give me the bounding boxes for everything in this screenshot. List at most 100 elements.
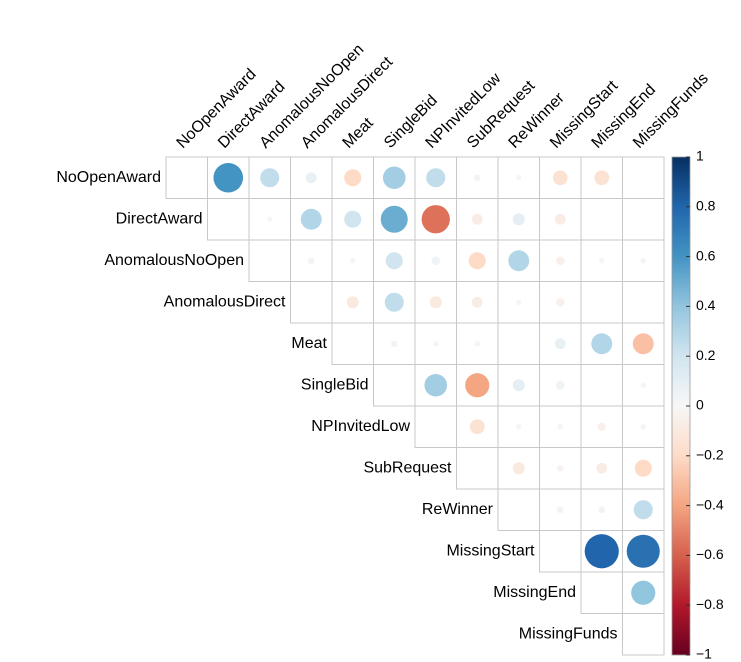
colorbar-tick-label: 0.2	[696, 347, 716, 363]
cell	[165, 156, 208, 199]
corr-circle	[307, 257, 315, 265]
cell	[497, 322, 540, 365]
corr-circle	[421, 205, 450, 234]
corr-circle	[469, 419, 485, 435]
corr-circle	[512, 213, 525, 226]
corr-circle	[300, 208, 322, 230]
cell	[622, 156, 665, 199]
row-label: MissingEnd	[493, 584, 576, 601]
corr-circle	[350, 258, 356, 264]
corr-circle	[555, 256, 565, 266]
cell	[414, 405, 457, 448]
corr-circle	[640, 258, 646, 264]
corr-circle	[640, 424, 646, 430]
cell	[373, 364, 416, 407]
column-label: MissingFunds	[630, 70, 712, 152]
corr-circle	[555, 380, 565, 390]
corr-circle	[474, 341, 480, 347]
corr-circle	[346, 296, 359, 309]
cell	[290, 281, 333, 324]
corr-circle	[380, 205, 408, 233]
cell	[580, 571, 623, 614]
colorbar-tick-label: 0	[696, 397, 704, 413]
corr-circle	[344, 210, 362, 228]
row-label: MissingStart	[446, 542, 535, 559]
cell	[456, 447, 499, 490]
corr-circle	[640, 382, 646, 388]
cell	[497, 488, 540, 531]
corr-circle	[471, 296, 483, 308]
corr-circle	[584, 534, 619, 569]
corr-circle	[552, 170, 568, 186]
corr-circle	[305, 172, 317, 184]
corr-circle	[465, 373, 490, 398]
corr-circle	[598, 506, 606, 514]
row-label: AnomalousDirect	[164, 293, 286, 310]
colorbar-tick-label: −1	[696, 646, 712, 662]
corr-circle	[594, 170, 610, 186]
corr-circle	[631, 580, 656, 605]
corr-circle	[429, 296, 442, 309]
corr-circle	[433, 341, 439, 347]
row-label: Meat	[291, 335, 327, 352]
corr-circle	[516, 175, 522, 181]
row-label: ReWinner	[422, 501, 494, 518]
corr-circle	[633, 500, 653, 520]
colorbar-tick-label: 0.4	[696, 297, 716, 313]
cell	[539, 530, 582, 573]
corr-circle	[591, 333, 613, 355]
corr-circle	[556, 464, 564, 472]
corr-circle	[599, 258, 605, 264]
corr-circle	[260, 168, 280, 188]
corr-circle	[556, 506, 564, 514]
corr-circle	[596, 462, 608, 474]
row-label: DirectAward	[116, 210, 203, 227]
row-label: SingleBid	[301, 376, 369, 393]
row-label: NoOpenAward	[56, 169, 161, 186]
corr-circle	[473, 174, 481, 182]
colorbar-tick-label: 1	[696, 148, 704, 164]
corr-circle	[426, 168, 446, 188]
corr-circle	[468, 252, 486, 270]
corr-circle	[384, 292, 404, 312]
colorbar-tick-label: −0.8	[696, 596, 724, 612]
row-label: MissingFunds	[519, 625, 618, 642]
cell	[622, 613, 665, 656]
corr-circle	[554, 338, 566, 350]
corr-circle	[555, 297, 565, 307]
corr-circle	[213, 162, 244, 193]
row-label: NPInvitedLow	[311, 418, 410, 435]
corr-circle	[390, 340, 398, 348]
corr-circle	[597, 422, 607, 432]
corr-circle	[431, 256, 441, 266]
colorbar-tick-label: 0.6	[696, 247, 716, 263]
corr-circle	[512, 462, 525, 475]
corr-circle	[508, 250, 530, 272]
cell	[580, 198, 623, 241]
colorbar-tick-label: 0.8	[696, 198, 716, 214]
corr-circle	[516, 424, 522, 430]
row-label: SubRequest	[363, 459, 452, 476]
cell	[580, 281, 623, 324]
colorbar-tick-label: −0.6	[696, 546, 724, 562]
cell	[207, 198, 250, 241]
corr-circle	[634, 459, 652, 477]
corr-circle	[424, 373, 448, 397]
corr-circle	[471, 213, 483, 225]
colorbar-tick-label: −0.4	[696, 496, 724, 512]
corr-circle	[557, 424, 563, 430]
corr-circle	[626, 534, 660, 568]
cell	[622, 281, 665, 324]
corr-circle	[554, 213, 566, 225]
cell	[622, 198, 665, 241]
colorbar-tick-label: −0.2	[696, 447, 724, 463]
corr-circle	[382, 166, 406, 190]
cell	[331, 322, 374, 365]
cell	[580, 364, 623, 407]
row-label: AnomalousNoOpen	[104, 252, 244, 269]
corr-circle	[632, 333, 654, 355]
column-label: Meat	[340, 114, 378, 152]
corr-circle	[516, 299, 522, 305]
corr-circle	[385, 252, 403, 270]
corr-circle	[267, 216, 273, 222]
